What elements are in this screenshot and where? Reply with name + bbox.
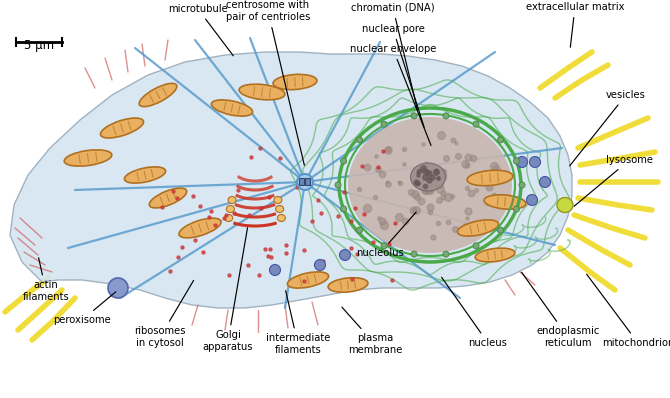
Ellipse shape bbox=[411, 113, 417, 119]
Ellipse shape bbox=[275, 205, 283, 213]
Text: 5 μm: 5 μm bbox=[24, 39, 54, 52]
Ellipse shape bbox=[411, 251, 417, 257]
FancyBboxPatch shape bbox=[299, 178, 304, 185]
Ellipse shape bbox=[381, 243, 387, 249]
Ellipse shape bbox=[228, 197, 236, 203]
Ellipse shape bbox=[484, 195, 526, 209]
Ellipse shape bbox=[411, 163, 446, 191]
Ellipse shape bbox=[519, 182, 525, 188]
Ellipse shape bbox=[513, 206, 519, 212]
Text: ribosomes
in cytosol: ribosomes in cytosol bbox=[134, 281, 194, 348]
Text: actin
filaments: actin filaments bbox=[23, 258, 70, 302]
Text: nucleus: nucleus bbox=[442, 277, 507, 348]
Ellipse shape bbox=[340, 206, 346, 212]
Text: extracellular matrix: extracellular matrix bbox=[526, 2, 624, 47]
Ellipse shape bbox=[529, 156, 541, 168]
Text: centrosome with
pair of centrioles: centrosome with pair of centrioles bbox=[226, 0, 310, 165]
Ellipse shape bbox=[287, 272, 328, 288]
Ellipse shape bbox=[527, 195, 537, 205]
Ellipse shape bbox=[513, 158, 519, 164]
Ellipse shape bbox=[473, 243, 479, 249]
Ellipse shape bbox=[314, 259, 326, 271]
Text: microtubule: microtubule bbox=[168, 4, 233, 56]
Text: nucleolus: nucleolus bbox=[356, 212, 416, 258]
Ellipse shape bbox=[179, 218, 221, 238]
Polygon shape bbox=[10, 52, 572, 308]
Ellipse shape bbox=[273, 74, 317, 90]
Ellipse shape bbox=[269, 265, 281, 275]
Ellipse shape bbox=[475, 248, 515, 262]
Ellipse shape bbox=[226, 205, 234, 213]
Ellipse shape bbox=[335, 182, 341, 188]
Ellipse shape bbox=[277, 215, 285, 222]
Ellipse shape bbox=[340, 158, 346, 164]
Ellipse shape bbox=[125, 167, 165, 183]
Ellipse shape bbox=[328, 278, 368, 292]
Ellipse shape bbox=[517, 156, 527, 168]
Text: Golgi
apparatus: Golgi apparatus bbox=[203, 228, 253, 352]
Ellipse shape bbox=[498, 227, 503, 233]
Ellipse shape bbox=[224, 215, 232, 222]
Ellipse shape bbox=[212, 100, 253, 116]
Ellipse shape bbox=[108, 278, 128, 298]
Text: nuclear envelope: nuclear envelope bbox=[350, 44, 436, 145]
Ellipse shape bbox=[348, 117, 512, 253]
Ellipse shape bbox=[340, 250, 350, 261]
Ellipse shape bbox=[557, 197, 573, 213]
Text: chromatin (DNA): chromatin (DNA) bbox=[351, 3, 435, 109]
Ellipse shape bbox=[356, 227, 362, 233]
Ellipse shape bbox=[64, 150, 112, 166]
Ellipse shape bbox=[467, 170, 513, 186]
Ellipse shape bbox=[100, 118, 143, 138]
Ellipse shape bbox=[297, 174, 313, 190]
Ellipse shape bbox=[498, 137, 503, 143]
Ellipse shape bbox=[539, 176, 551, 187]
Text: mitochondrion: mitochondrion bbox=[587, 274, 670, 348]
Ellipse shape bbox=[473, 121, 479, 127]
Ellipse shape bbox=[139, 83, 177, 107]
Text: endoplasmic
reticulum: endoplasmic reticulum bbox=[522, 272, 600, 348]
Text: nuclear pore: nuclear pore bbox=[362, 24, 424, 127]
Ellipse shape bbox=[443, 251, 449, 257]
Ellipse shape bbox=[239, 84, 285, 100]
Text: lysosome: lysosome bbox=[574, 155, 653, 206]
Ellipse shape bbox=[381, 121, 387, 127]
Ellipse shape bbox=[274, 197, 282, 203]
Ellipse shape bbox=[149, 188, 187, 208]
Ellipse shape bbox=[458, 220, 498, 236]
FancyBboxPatch shape bbox=[306, 178, 310, 185]
Text: vesicles: vesicles bbox=[570, 90, 646, 166]
Text: intermediate
filaments: intermediate filaments bbox=[266, 291, 330, 355]
Ellipse shape bbox=[443, 113, 449, 119]
Text: plasma
membrane: plasma membrane bbox=[342, 307, 402, 355]
Ellipse shape bbox=[356, 137, 362, 143]
Text: peroxisome: peroxisome bbox=[53, 292, 116, 325]
